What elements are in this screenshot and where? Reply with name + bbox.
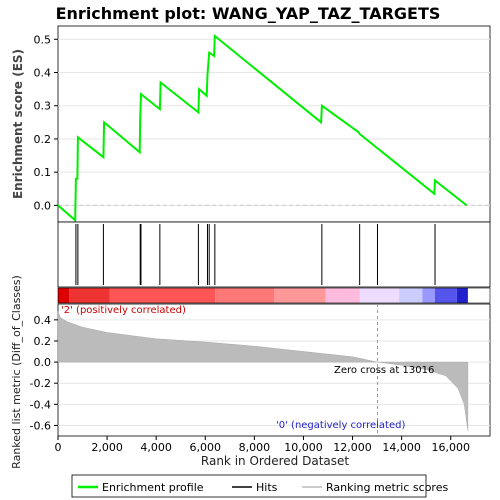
- ranking-color-bar: [58, 288, 490, 303]
- color-bar-segment: [360, 288, 399, 303]
- metric-y-axis-label: Ranked list metric (Diff_of_Classes): [10, 275, 23, 469]
- metric-y-tick-label: -0.2: [30, 377, 51, 390]
- x-tick-label: 6,000: [190, 441, 222, 454]
- x-tick-label: 14,000: [382, 441, 421, 454]
- es-y-axis-label: Enrichment score (ES): [11, 49, 25, 199]
- x-tick-label: 0: [55, 441, 62, 454]
- es-panel-frame: [58, 26, 490, 222]
- x-tick-label: 10,000: [284, 441, 323, 454]
- color-bar-segment: [423, 288, 435, 303]
- metric-y-tick-label: 0.2: [34, 335, 52, 348]
- color-bar-segment: [215, 288, 274, 303]
- legend: Enrichment profile Hits Ranking metric s…: [72, 475, 448, 497]
- metric-y-tick-label: -0.6: [30, 419, 51, 432]
- metric-y-tick-label: 0.4: [34, 314, 52, 327]
- es-tick-label: 0.2: [34, 133, 52, 146]
- zero-cross-annotation: Zero cross at 13016: [334, 365, 434, 376]
- color-bar-segment: [110, 288, 216, 303]
- color-bar-segment: [274, 288, 326, 303]
- color-bar-segment: [457, 288, 468, 303]
- positive-annotation: '2' (positively correlated): [61, 305, 186, 316]
- color-bar-segment: [69, 288, 110, 303]
- es-panel: 0.0 0.1 0.2 0.3 0.4 0.5 Enrichment score (ES): [11, 26, 490, 222]
- metric-y-ticks: 0.4 0.2 0.0 -0.2 -0.4 -0.6: [30, 314, 58, 433]
- x-tick-label: 16,000: [431, 441, 470, 454]
- metric-y-tick-label: 0.0: [34, 356, 52, 369]
- negative-annotation: '0' (negatively correlated): [276, 420, 405, 431]
- es-y-ticks: 0.0 0.1 0.2 0.3 0.4 0.5: [34, 33, 59, 212]
- hits-panel: [58, 222, 490, 287]
- metric-panel: 0.4 0.2 0.0 -0.2 -0.4 -0.6 0 2,000 4,000 6,000 8,…: [10, 275, 490, 469]
- metric-x-ticks: 0 2,000 4,000 6,000 8,000 10,000 12,000 14,000 1…: [55, 436, 470, 454]
- es-tick-label: 0.4: [34, 67, 52, 80]
- x-tick-label: 4,000: [140, 441, 172, 454]
- color-bar-segment: [399, 288, 422, 303]
- x-tick-label: 12,000: [333, 441, 372, 454]
- es-tick-label: 0.0: [34, 199, 52, 212]
- es-tick-label: 0.1: [34, 166, 52, 179]
- x-axis-label: Rank in Ordered Dataset: [201, 454, 349, 468]
- hits-panel-frame: [58, 222, 490, 287]
- chart-title: Enrichment plot: WANG_YAP_TAZ_TARGETS: [56, 4, 441, 23]
- legend-label-hits: Hits: [256, 481, 278, 494]
- color-bar-segment: [435, 288, 457, 303]
- legend-label-enrichment: Enrichment profile: [102, 481, 204, 494]
- legend-label-ranking: Ranking metric scores: [326, 481, 448, 494]
- es-tick-label: 0.3: [34, 100, 52, 113]
- color-bar-segment: [58, 288, 69, 303]
- es-tick-label: 0.5: [34, 33, 52, 46]
- x-tick-label: 2,000: [91, 441, 123, 454]
- metric-y-tick-label: -0.4: [30, 398, 51, 411]
- x-tick-label: 8,000: [239, 441, 271, 454]
- color-bar-segment: [326, 288, 360, 303]
